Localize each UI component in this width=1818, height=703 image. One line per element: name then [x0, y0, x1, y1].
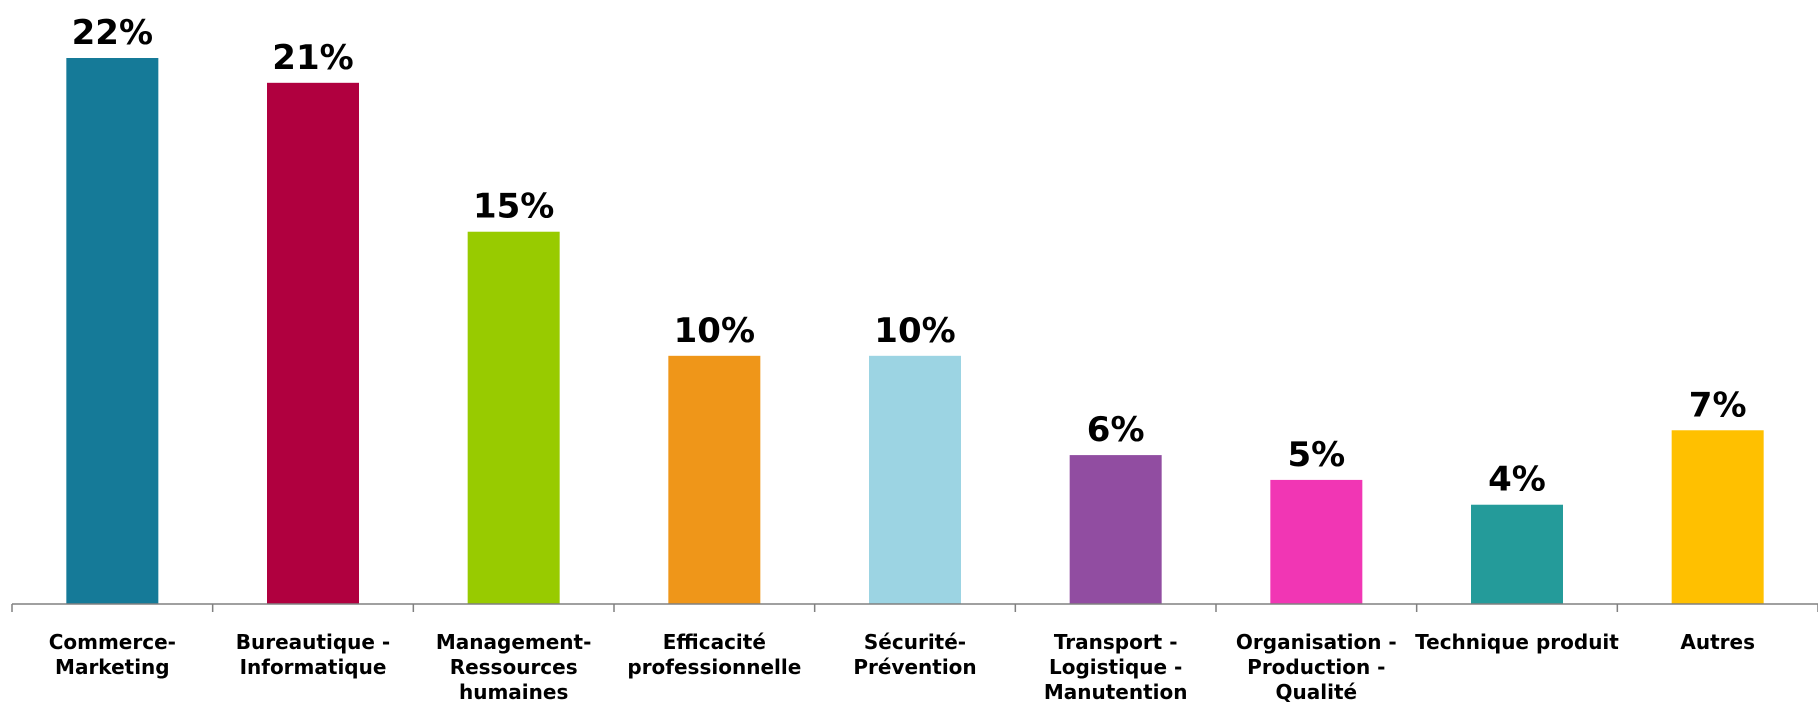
bar — [869, 355, 961, 604]
category-label: Transport -Logistique -Manutention — [1044, 630, 1188, 703]
category-label-line: humaines — [459, 680, 568, 703]
category-label: Efficacité professionnelle — [627, 630, 801, 679]
category-label-line: Qualité — [1276, 680, 1358, 703]
category-label-line: Prévention — [853, 655, 976, 679]
category-label-line: Bureautique - — [236, 630, 390, 654]
category-label-line: Informatique — [240, 655, 387, 679]
bar-value-label: 10% — [674, 311, 755, 351]
bar — [467, 231, 560, 604]
bar — [1270, 479, 1363, 604]
category-label-line: Technique produit — [1415, 630, 1619, 654]
category-label-line: Sécurité- — [864, 630, 966, 654]
value-labels-group: 22% 21% 15% 10% 10% 6% 5% 4% 7% — [72, 13, 1747, 500]
category-label-line: Autres — [1680, 630, 1755, 654]
category-labels-group: Commerce-Marketing Bureautique -Informati… — [49, 630, 1755, 703]
bar — [1671, 430, 1764, 604]
bar — [668, 355, 761, 604]
category-label-line: Marketing — [55, 655, 170, 679]
category-label: Commerce-Marketing — [49, 630, 176, 679]
category-label-line: Organisation - — [1236, 630, 1397, 654]
bar — [267, 82, 359, 605]
bar — [1471, 504, 1563, 604]
category-label-line: Efficacité — [663, 630, 766, 654]
bar-value-label: 5% — [1287, 435, 1345, 475]
bar-value-label: 4% — [1488, 460, 1546, 500]
bar — [1069, 455, 1162, 604]
category-label-line: Manutention — [1044, 680, 1188, 703]
bar-value-label: 21% — [272, 38, 353, 78]
category-label: Technique produit — [1415, 630, 1619, 654]
category-label: Sécurité-Prévention — [853, 630, 976, 679]
category-label-line: Logistique - — [1049, 655, 1182, 679]
category-label: Organisation -Production -Qualité — [1236, 630, 1397, 703]
bars-group — [66, 58, 1764, 605]
category-label-line: Production - — [1247, 655, 1385, 679]
bar-value-label: 15% — [473, 187, 554, 227]
category-label-line: Commerce- — [49, 630, 176, 654]
category-label-line: Ressources — [450, 655, 578, 679]
category-label-line: Transport - — [1054, 630, 1178, 654]
bar-value-label: 6% — [1087, 410, 1145, 450]
x-axis-ticks-group — [11, 604, 1818, 612]
bar-value-label: 10% — [874, 311, 955, 351]
bar-value-label: 7% — [1689, 385, 1747, 425]
category-label: Bureautique -Informatique — [236, 630, 390, 679]
category-label-line: professionnelle — [627, 655, 801, 679]
category-label: Autres — [1680, 630, 1755, 654]
bar-value-label: 22% — [72, 13, 153, 53]
category-label: Management-Ressources humaines — [436, 630, 592, 703]
category-label-line: Management- — [436, 630, 592, 654]
bar — [66, 58, 159, 604]
